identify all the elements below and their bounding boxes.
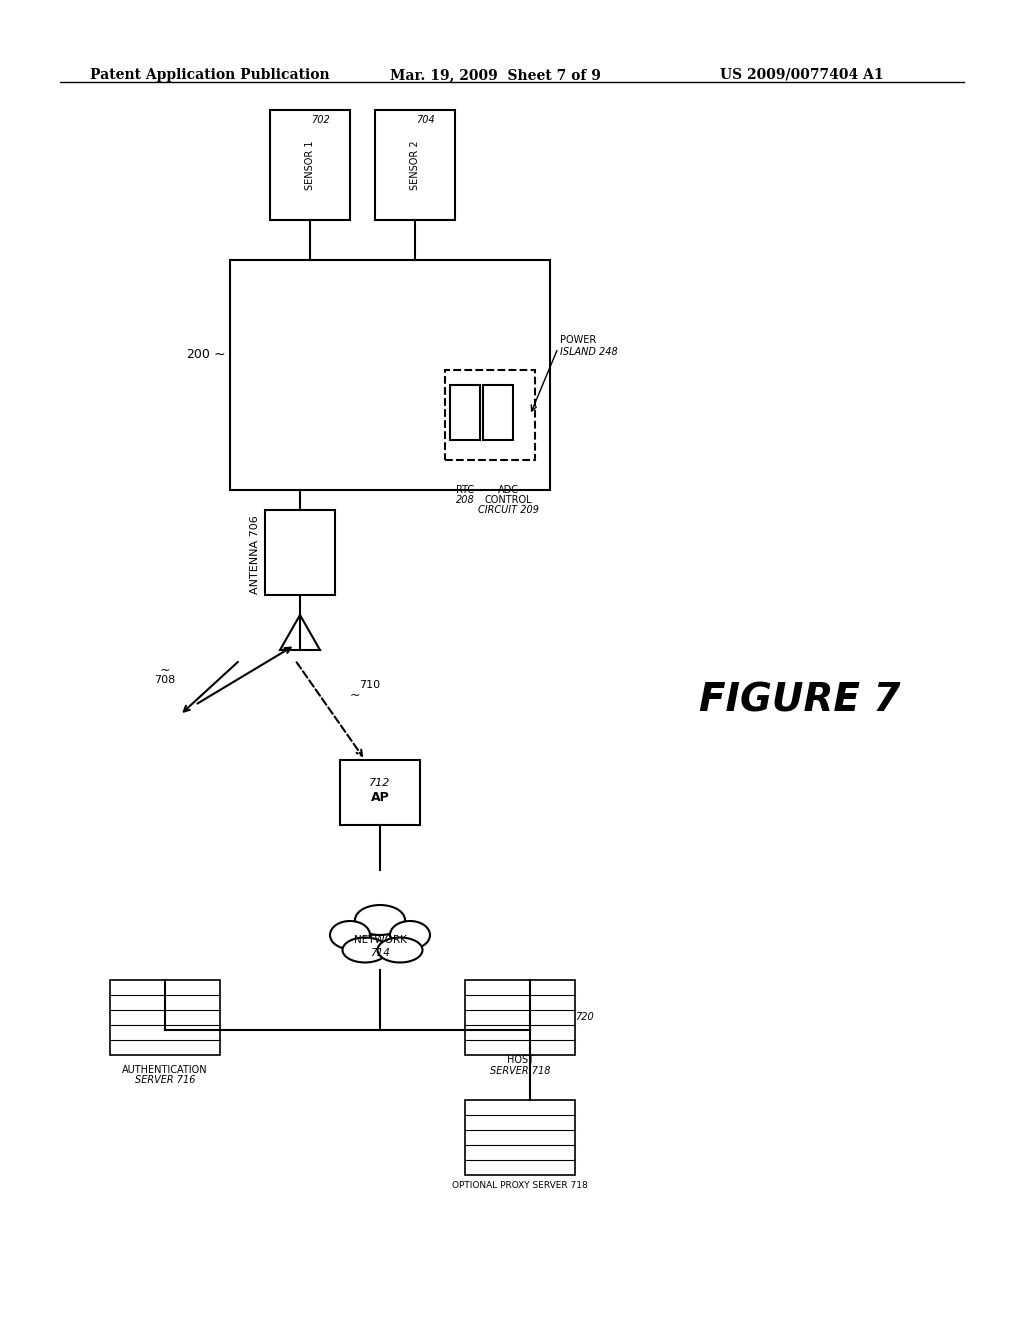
Bar bbox=[465, 979, 575, 1055]
Text: SENSOR 2: SENSOR 2 bbox=[410, 140, 420, 190]
Text: Mar. 19, 2009  Sheet 7 of 9: Mar. 19, 2009 Sheet 7 of 9 bbox=[390, 69, 601, 82]
Text: SERVER 718: SERVER 718 bbox=[489, 1067, 550, 1076]
Text: 200: 200 bbox=[186, 348, 210, 362]
Text: NETWORK: NETWORK bbox=[353, 935, 407, 945]
Text: 712: 712 bbox=[370, 777, 391, 788]
FancyBboxPatch shape bbox=[335, 900, 425, 979]
Text: ISLAND 248: ISLAND 248 bbox=[560, 347, 617, 356]
Bar bbox=[340, 760, 420, 825]
Bar bbox=[230, 260, 550, 490]
Text: 702: 702 bbox=[310, 115, 330, 125]
Text: Patent Application Publication: Patent Application Publication bbox=[90, 69, 330, 82]
Text: AP: AP bbox=[371, 791, 389, 804]
Text: CIRCUIT 209: CIRCUIT 209 bbox=[477, 506, 539, 515]
Text: 704: 704 bbox=[416, 115, 434, 125]
Text: CONTROL: CONTROL bbox=[484, 495, 531, 506]
Text: 714: 714 bbox=[370, 948, 390, 958]
Ellipse shape bbox=[390, 921, 430, 949]
Bar bbox=[265, 510, 335, 595]
Text: 708: 708 bbox=[155, 675, 176, 685]
Text: SERVER 716: SERVER 716 bbox=[135, 1074, 196, 1085]
Text: US 2009/0077404 A1: US 2009/0077404 A1 bbox=[720, 69, 884, 82]
Text: 720: 720 bbox=[575, 1012, 594, 1023]
Text: ~: ~ bbox=[213, 348, 225, 362]
Bar bbox=[270, 110, 350, 220]
Text: AUTHENTICATION: AUTHENTICATION bbox=[122, 1065, 208, 1074]
Bar bbox=[375, 110, 455, 220]
Text: HOST: HOST bbox=[507, 1055, 534, 1065]
Bar bbox=[483, 385, 513, 440]
Ellipse shape bbox=[330, 921, 370, 949]
Text: POWER: POWER bbox=[560, 335, 596, 345]
Text: 208: 208 bbox=[456, 495, 474, 506]
Text: 710: 710 bbox=[359, 680, 381, 690]
Text: SENSOR 1: SENSOR 1 bbox=[305, 140, 315, 190]
Bar bbox=[445, 370, 535, 459]
Ellipse shape bbox=[355, 906, 406, 935]
Text: ANTENNA 706: ANTENNA 706 bbox=[250, 516, 260, 594]
Bar bbox=[465, 1100, 575, 1175]
Text: ~: ~ bbox=[160, 664, 170, 676]
Text: ~: ~ bbox=[350, 689, 360, 701]
Ellipse shape bbox=[342, 937, 387, 962]
Text: RTC: RTC bbox=[456, 484, 474, 495]
Text: ADC: ADC bbox=[498, 484, 518, 495]
Bar bbox=[450, 385, 480, 440]
Ellipse shape bbox=[378, 937, 423, 962]
Text: FIGURE 7: FIGURE 7 bbox=[699, 681, 901, 719]
Bar bbox=[110, 979, 220, 1055]
Text: OPTIONAL PROXY SERVER 718: OPTIONAL PROXY SERVER 718 bbox=[453, 1180, 588, 1189]
